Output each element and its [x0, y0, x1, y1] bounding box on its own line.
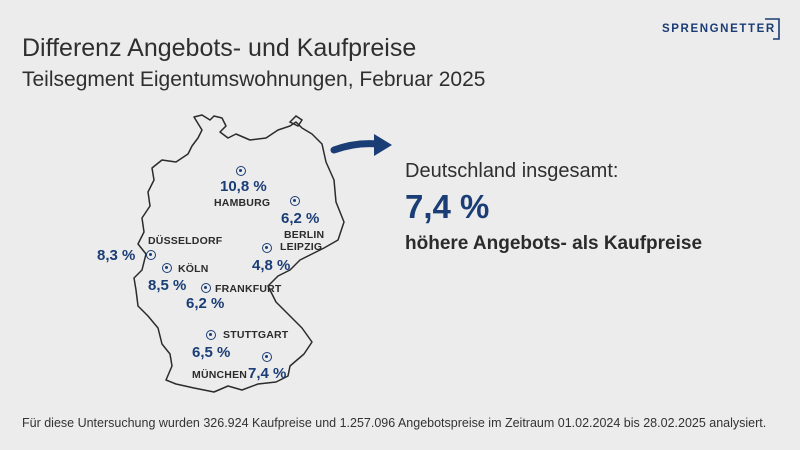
label-frankfurt: FRANKFURT	[215, 283, 282, 295]
marker-leipzig	[262, 243, 272, 253]
page-subtitle: Teilsegment Eigentumswohnungen, Februar …	[22, 68, 486, 91]
logo-bracket-icon	[765, 18, 780, 40]
page-title: Differenz Angebots- und Kaufpreise	[22, 34, 417, 62]
sprengnetter-logo: SPRENGNETTER	[660, 17, 782, 43]
arrow-right-icon	[330, 134, 392, 156]
value-muenchen: 7,4 %	[248, 365, 287, 382]
label-muenchen: MÜNCHEN	[192, 369, 248, 381]
label-leipzig: LEIPZIG	[280, 241, 323, 253]
value-berlin: 6,2 %	[281, 210, 320, 227]
marker-duesseldorf	[146, 250, 156, 260]
label-berlin: BERLIN	[284, 229, 325, 241]
value-duesseldorf: 8,3 %	[97, 247, 136, 264]
value-hamburg: 10,8 %	[220, 178, 267, 195]
value-stuttgart: 6,5 %	[192, 344, 231, 361]
marker-muenchen	[262, 352, 272, 362]
summary-caption: höhere Angebots- als Kaufpreise	[405, 233, 703, 254]
label-stuttgart: STUTTGART	[223, 329, 289, 341]
value-koeln: 8,5 %	[148, 277, 187, 294]
summary-label: Deutschland insgesamt:	[405, 160, 619, 182]
germany-map	[133, 114, 345, 393]
island-outline	[288, 115, 304, 127]
label-koeln: KÖLN	[178, 263, 209, 275]
marker-frankfurt	[201, 283, 211, 293]
footnote: Für diese Untersuchung wurden 326.924 Ka…	[22, 416, 767, 430]
summary-value: 7,4 %	[405, 188, 490, 225]
germany-outline	[133, 114, 345, 393]
marker-koeln	[162, 263, 172, 273]
marker-hamburg	[236, 166, 246, 176]
marker-stuttgart	[206, 330, 216, 340]
marker-berlin	[290, 196, 300, 206]
value-frankfurt: 6,2 %	[186, 295, 225, 312]
value-leipzig: 4,8 %	[252, 257, 291, 274]
label-duesseldorf: DÜSSELDORF	[148, 235, 223, 247]
logo-text: SPRENGNETTER	[662, 23, 776, 35]
label-hamburg: HAMBURG	[214, 197, 271, 209]
